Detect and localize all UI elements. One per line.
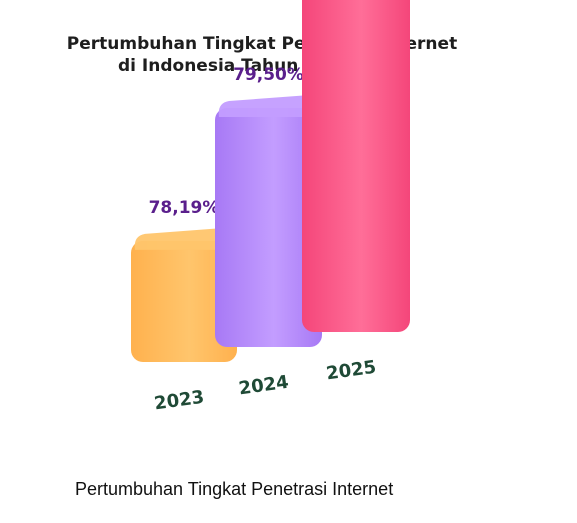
bar-body-2024 bbox=[215, 108, 322, 347]
bar-2024: 79,50% 2024 bbox=[215, 65, 322, 399]
value-label-2024: 79,50% bbox=[233, 65, 304, 85]
bar-top-2024 bbox=[218, 95, 319, 117]
bar-top-2023 bbox=[134, 227, 234, 250]
value-label-2023: 78,19% bbox=[149, 198, 220, 218]
year-label-2024: 2024 bbox=[237, 372, 290, 400]
year-label-2023: 2023 bbox=[153, 387, 206, 415]
bar-2025: 80,66%2025 bbox=[302, 0, 410, 384]
bar-body-2023 bbox=[131, 240, 237, 362]
image-caption: Pertumbuhan Tingkat Penetrasi Internet bbox=[75, 479, 394, 499]
bar-body-2025 bbox=[302, 0, 410, 332]
year-label-2025: 2025 bbox=[325, 357, 378, 385]
